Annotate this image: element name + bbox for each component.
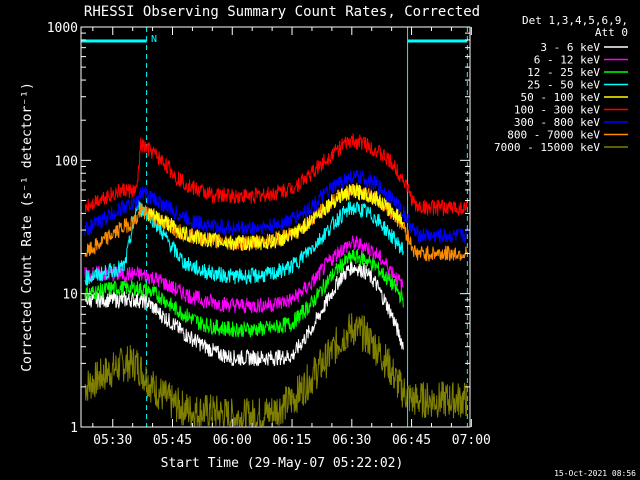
legend-header-1: Att 0: [595, 26, 628, 39]
y-axis-label: Corrected Count Rate (s⁻¹ detector⁻¹): [20, 82, 35, 372]
x-tick-label-6: 07:00: [452, 433, 491, 448]
legend-label-6: 300 - 800 keV: [514, 116, 600, 129]
series-line-1: [84, 235, 404, 314]
legend-label-0: 3 - 6 keV: [540, 41, 600, 54]
x-tick-label-2: 06:00: [213, 433, 252, 448]
legend-label-5: 100 - 300 keV: [514, 104, 600, 117]
series-line-4: [148, 183, 404, 251]
axes-layer: 05:30 05:45 06:00 06:15 06:30 06:45 07:00 1 10 10…: [47, 21, 491, 448]
legend-label-2: 12 - 25 keV: [527, 66, 600, 79]
plot-frame: [80, 26, 471, 428]
legend-header-0: Det 1,3,4,5,6,9,: [522, 14, 628, 27]
legend-label-7: 800 - 7000 keV: [507, 129, 600, 142]
night-annotation: N: [151, 34, 157, 45]
x-tick-label-3: 06:15: [272, 433, 311, 448]
series-line-5: [84, 133, 468, 216]
x-tick-label-5: 06:45: [392, 433, 431, 448]
legend-label-1: 6 - 12 keV: [534, 54, 601, 67]
legend-label-3: 25 - 50 keV: [527, 79, 600, 92]
series-line-8: [84, 313, 468, 428]
x-tick-label-4: 06:30: [332, 433, 371, 448]
series-line-3: [84, 199, 404, 286]
data-series-layer: [84, 133, 468, 428]
y-tick-label-2: 100: [55, 154, 78, 169]
y-tick-label-3: 1000: [47, 21, 78, 36]
x-tick-label-1: 05:45: [153, 433, 192, 448]
y-tick-label-0: 1: [70, 421, 78, 436]
series-line-0: [84, 259, 404, 367]
x-axis-label: Start Time (29-May-07 05:22:02): [161, 456, 404, 471]
generation-timestamp: 15-Oct-2021 08:56: [554, 469, 636, 478]
chart-title: RHESSI Observing Summary Count Rates, Co…: [84, 4, 480, 20]
y-tick-label-1: 10: [62, 288, 78, 303]
legend-label-8: 7000 - 15000 keV: [494, 141, 600, 154]
series-line-2: [84, 249, 404, 338]
x-tick-label-0: 05:30: [93, 433, 132, 448]
series-line-6: [84, 169, 468, 245]
legend-label-4: 50 - 100 keV: [521, 91, 601, 104]
